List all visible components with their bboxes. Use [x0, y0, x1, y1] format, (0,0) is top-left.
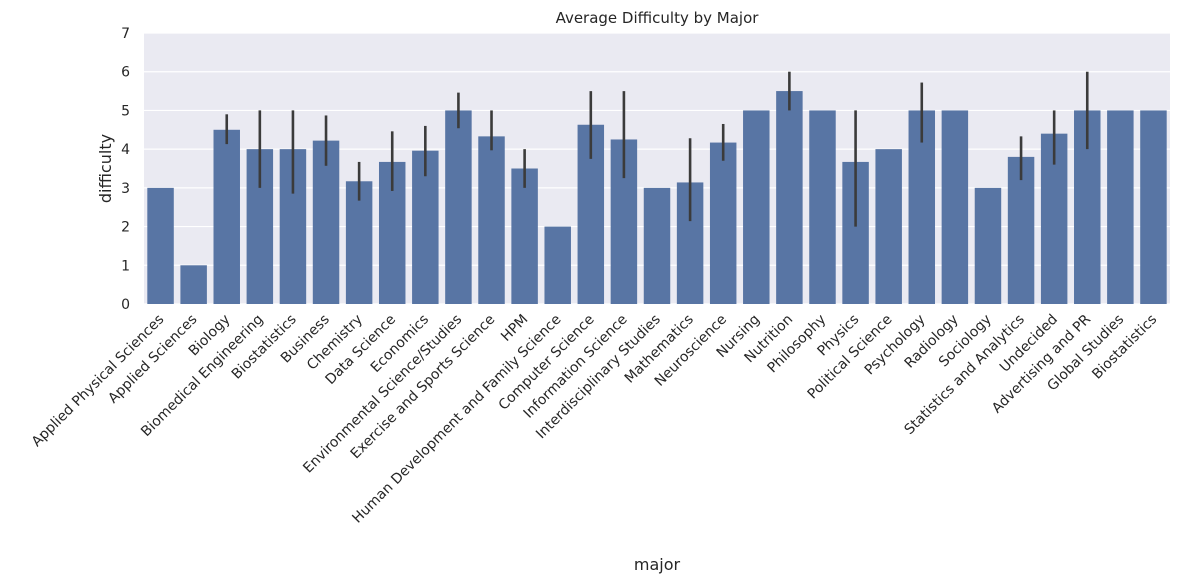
bar: [1007, 156, 1035, 304]
bar: [511, 168, 538, 304]
bar: [941, 110, 969, 304]
y-tick-label: 7: [121, 26, 130, 42]
y-tick-label: 3: [121, 181, 130, 197]
bar: [312, 140, 340, 304]
chart-title: Average Difficulty by Major: [556, 9, 760, 27]
x-axis-label: major: [634, 555, 681, 574]
bar: [643, 187, 671, 304]
bar: [445, 110, 472, 304]
bar: [809, 110, 836, 304]
y-tick-label: 1: [121, 258, 130, 274]
y-tick-labels: 0 1 2 3 4 5 6 7: [121, 26, 130, 313]
bar: [213, 129, 240, 304]
bar: [1140, 110, 1167, 304]
error-bars: [225, 71, 1089, 227]
bar: [743, 110, 770, 304]
bar: [478, 136, 505, 304]
bar: [147, 187, 174, 304]
bar: [908, 110, 936, 304]
bar: [345, 181, 373, 304]
y-tick-label: 6: [121, 65, 130, 81]
y-tick-label: 4: [121, 142, 130, 158]
y-axis-label: difficulty: [96, 134, 115, 203]
bar: [180, 265, 207, 304]
y-tick-label: 5: [121, 103, 130, 119]
bar: [544, 226, 571, 304]
bar: [974, 187, 1002, 304]
bar: [776, 91, 803, 304]
y-tick-label: 2: [121, 220, 130, 236]
bar: [1107, 110, 1134, 304]
y-tick-label: 0: [121, 297, 130, 313]
bar: [875, 149, 902, 304]
bar: [709, 142, 737, 304]
